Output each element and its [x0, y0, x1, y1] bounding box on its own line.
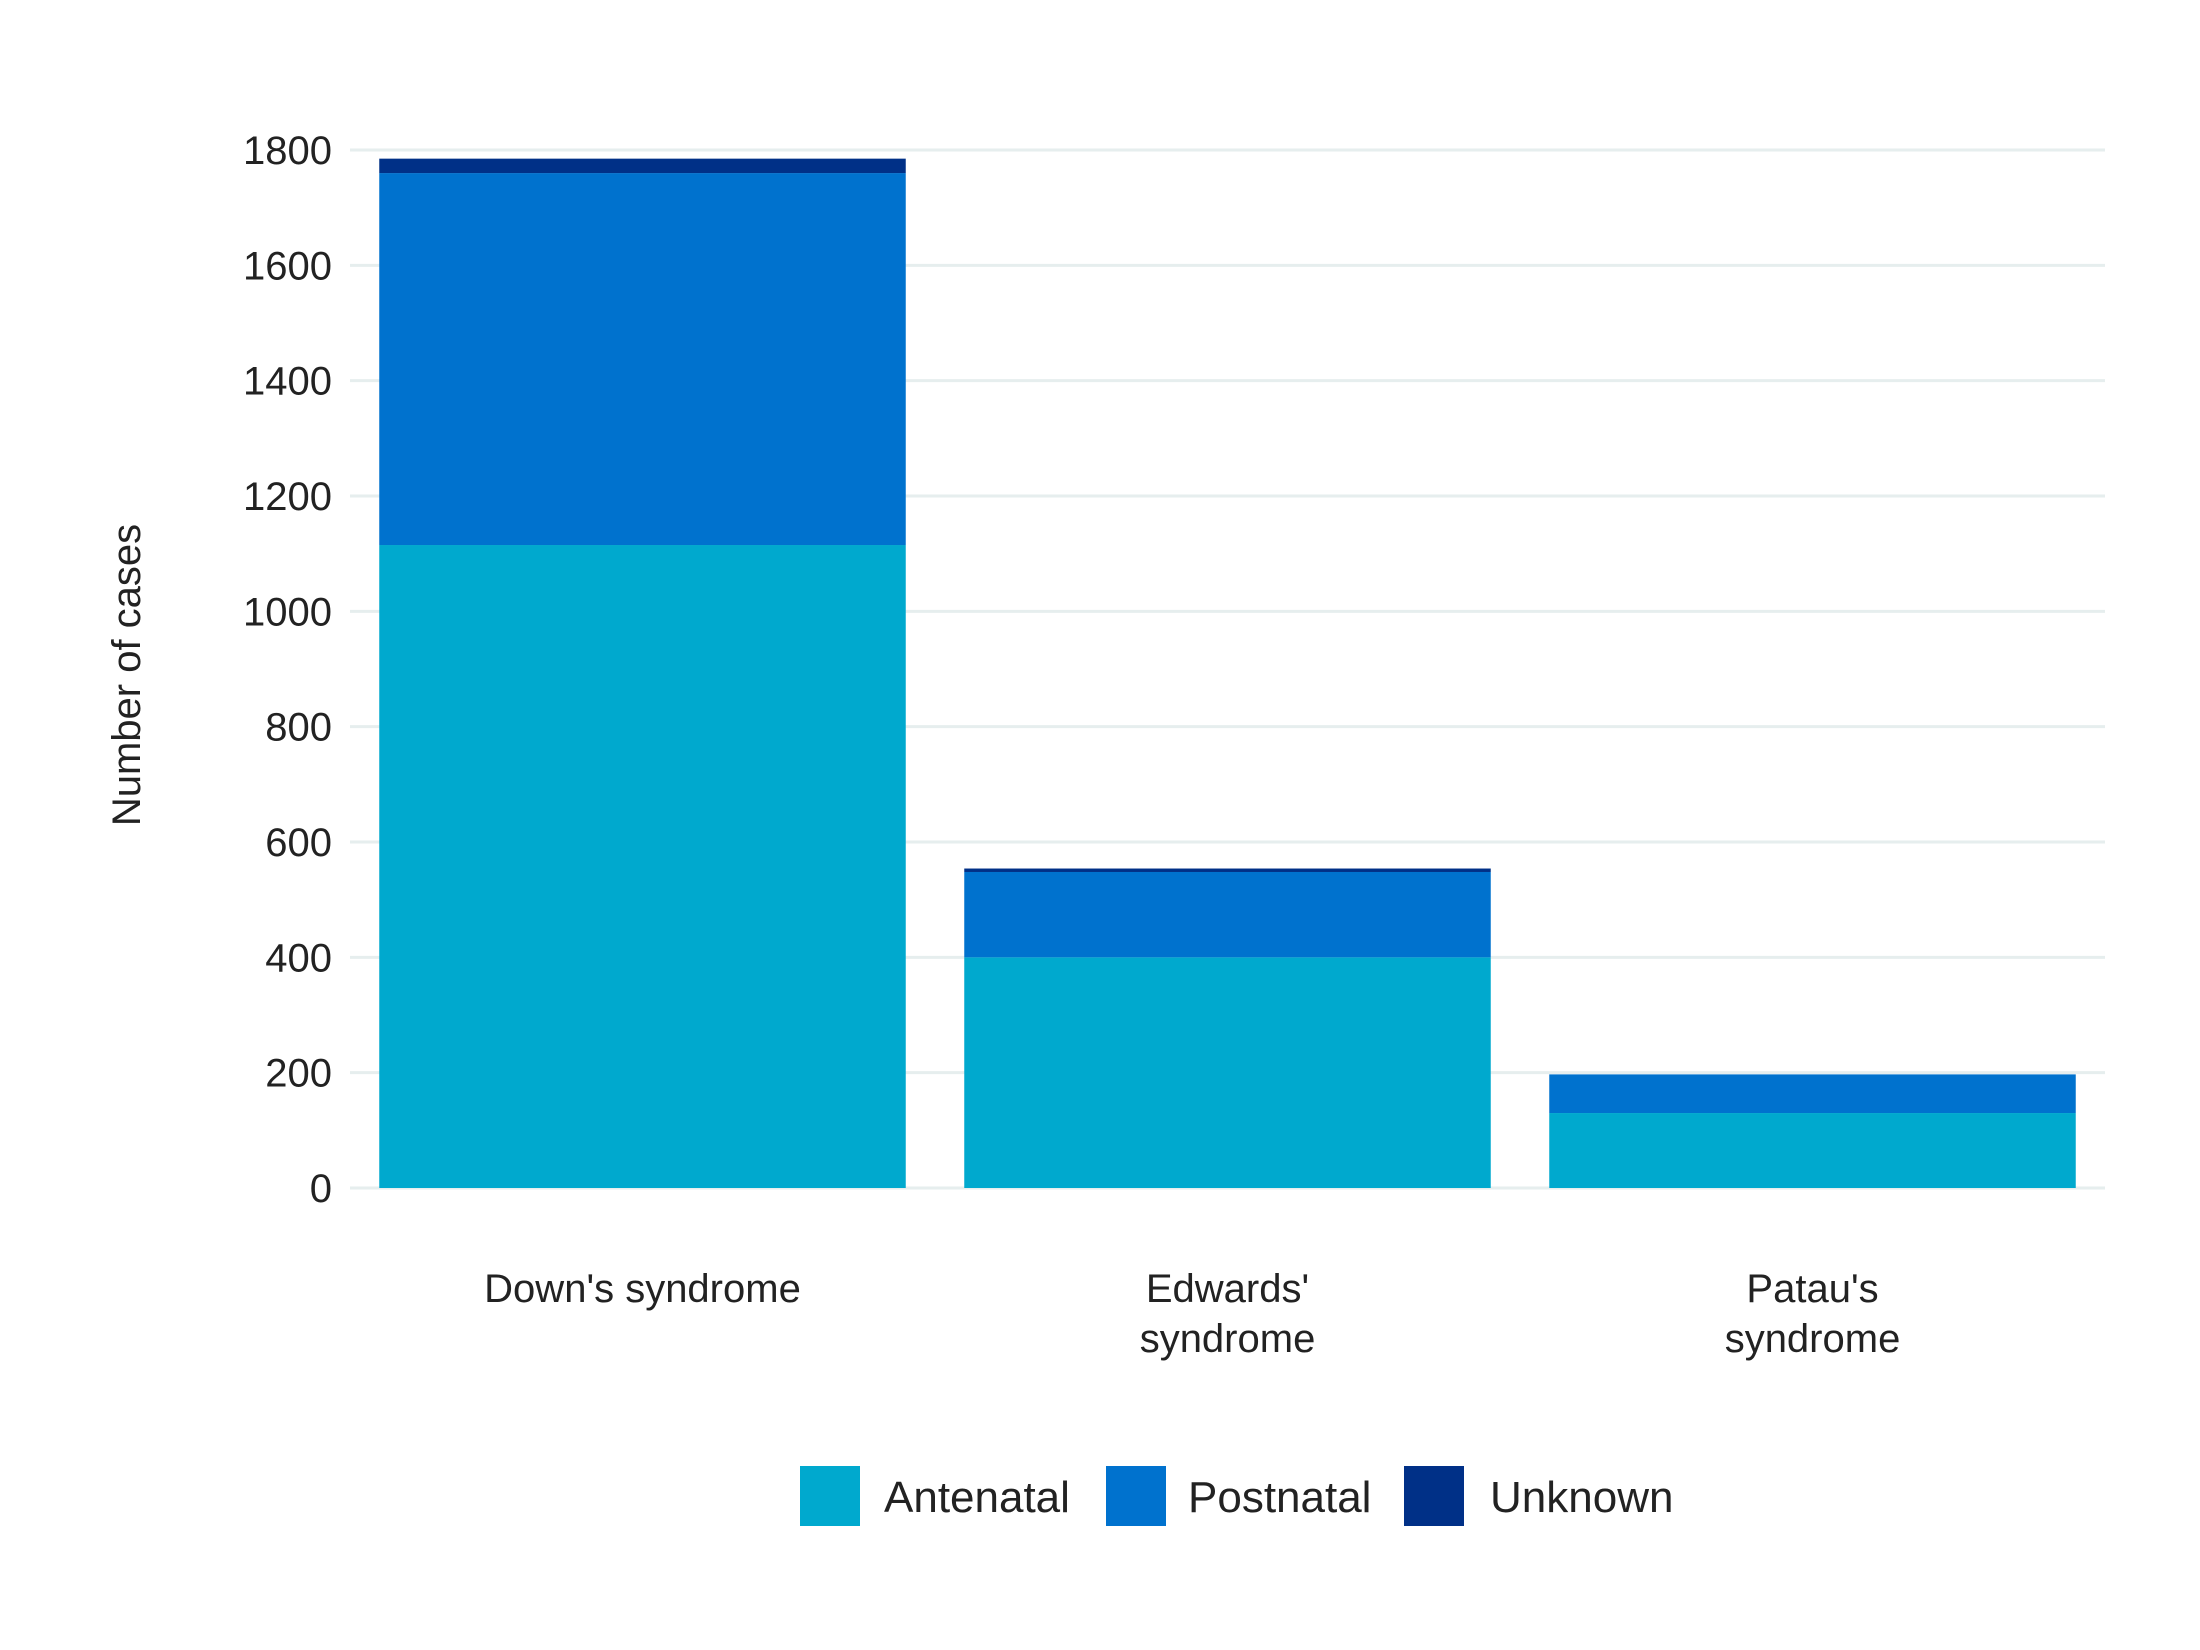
legend-label-unknown: Unknown	[1490, 1473, 1673, 1522]
x-axis-ticks: Down's syndrome Edwards' syndrome Patau's sy…	[484, 1267, 1900, 1361]
y-tick-label: 600	[265, 821, 332, 865]
y-tick-label: 800	[265, 706, 332, 750]
x-tick-label: Patau's syndrome	[1725, 1267, 1901, 1361]
y-axis-ticks: 0 200 400 600 800 1000 1200 1400 1600 1800	[243, 129, 332, 1211]
bar-postnatal-1	[964, 871, 1491, 958]
y-tick-label: 400	[265, 936, 332, 980]
legend-label-postnatal: Postnatal	[1188, 1473, 1371, 1522]
x-tick-label: Down's syndrome	[484, 1267, 801, 1311]
y-axis-title: Number of cases	[105, 524, 149, 826]
bars	[379, 158, 2076, 1188]
x-tick-label-line: Down's syndrome	[484, 1267, 801, 1311]
y-tick-label: 1200	[243, 475, 332, 519]
legend: Antenatal Postnatal Unknown	[800, 1466, 1673, 1526]
legend-label-antenatal: Antenatal	[884, 1473, 1070, 1522]
bar-antenatal-0	[379, 545, 906, 1188]
legend-swatch-unknown	[1404, 1466, 1464, 1526]
x-tick-label-line: Patau's	[1746, 1267, 1878, 1311]
y-tick-label: 1400	[243, 360, 332, 404]
bar-postnatal-0	[379, 173, 906, 546]
legend-swatch-antenatal	[800, 1466, 860, 1526]
y-tick-label: 200	[265, 1052, 332, 1096]
bar-postnatal-2	[1549, 1074, 2076, 1114]
bar-unknown-1	[964, 868, 1491, 872]
x-tick-label: Edwards' syndrome	[1140, 1267, 1316, 1361]
legend-swatch-postnatal	[1106, 1466, 1166, 1526]
y-tick-label: 1800	[243, 129, 332, 173]
bar-antenatal-2	[1549, 1113, 2076, 1188]
x-tick-label-line: Edwards'	[1146, 1267, 1309, 1311]
y-tick-label: 0	[310, 1167, 332, 1211]
x-tick-label-line: syndrome	[1140, 1317, 1316, 1361]
y-tick-label: 1000	[243, 590, 332, 634]
bar-antenatal-1	[964, 957, 1491, 1188]
bar-unknown-0	[379, 158, 906, 174]
y-tick-label: 1600	[243, 244, 332, 288]
x-tick-label-line: syndrome	[1725, 1317, 1901, 1361]
